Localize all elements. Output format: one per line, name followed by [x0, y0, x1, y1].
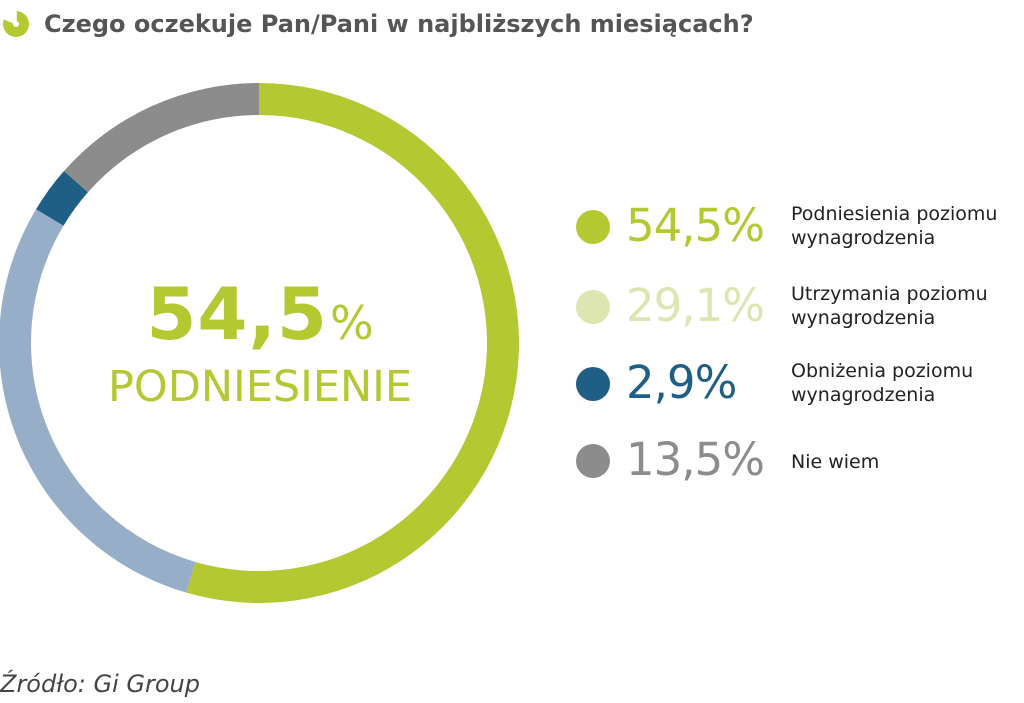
legend-dot — [576, 290, 610, 324]
legend-item-increase: 54,5% Podniesienia poziomu wynagrodzenia — [576, 198, 1016, 258]
legend-value: 54,5% — [626, 199, 765, 252]
center-label: PODNIESIENIE — [107, 362, 413, 412]
legend-item-dont-know: 13,5% Nie wiem — [576, 432, 1016, 492]
legend-item-maintain: 29,1% Utrzymania poziomu wynagrodzenia — [576, 278, 1016, 338]
legend-value: 13,5% — [626, 433, 765, 486]
pie-chart-icon — [3, 10, 29, 37]
center-value: 54,5% — [0, 272, 520, 356]
legend-value: 29,1% — [626, 279, 765, 332]
legend-label: Obniżenia poziomu wynagrodzenia — [791, 360, 974, 406]
donut-slice-1 — [0, 209, 196, 593]
donut-chart — [0, 83, 520, 603]
source-note: Źródło: Gi Group — [0, 670, 201, 698]
center-value-percent-sign: % — [329, 296, 374, 350]
legend-dot — [576, 444, 610, 478]
legend-dot — [576, 210, 610, 244]
donut-slice-3 — [63, 83, 259, 193]
donut-slice-2 — [36, 171, 88, 226]
chart-title: Czego oczekuje Pan/Pani w najbliższych m… — [44, 10, 754, 38]
legend-value: 2,9% — [626, 356, 737, 409]
legend-dot — [576, 367, 610, 401]
legend-item-decrease: 2,9% Obniżenia poziomu wynagrodzenia — [576, 355, 1016, 415]
header: Czego oczekuje Pan/Pani w najbliższych m… — [0, 4, 754, 44]
legend-label: Nie wiem — [791, 451, 880, 473]
legend-label: Utrzymania poziomu wynagrodzenia — [791, 283, 988, 329]
legend-label: Podniesienia poziomu wynagrodzenia — [791, 203, 998, 249]
center-value-number: 54,5 — [146, 272, 328, 356]
